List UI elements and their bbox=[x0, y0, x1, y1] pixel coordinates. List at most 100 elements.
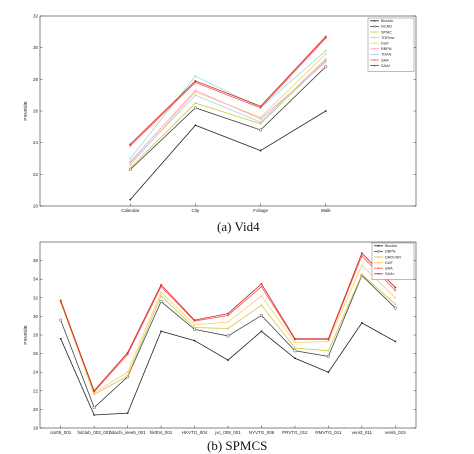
series-drdvsr-point bbox=[193, 326, 196, 329]
series-saa--point bbox=[194, 80, 197, 82]
series-saa-point bbox=[194, 81, 197, 84]
caption-spmcs-text: SPMCS bbox=[225, 438, 268, 453]
caption-spmcs: (b) SPMCS bbox=[207, 438, 267, 454]
legend-saa--marker bbox=[377, 273, 380, 275]
series-duf-point bbox=[324, 53, 327, 55]
legend-drdvsr-label: DRDVSR bbox=[385, 255, 401, 259]
y-tick-label: 26 bbox=[33, 109, 39, 114]
series-saa--point bbox=[227, 312, 229, 315]
series-duf-point bbox=[193, 323, 196, 326]
series-saa--point bbox=[394, 286, 397, 289]
caption-vid4-tag: (a) bbox=[217, 219, 232, 234]
series-saa-point bbox=[394, 289, 397, 292]
y-tick-label: 18 bbox=[33, 426, 39, 431]
x-tick-label: Foliage bbox=[253, 208, 268, 213]
x-tick-label: RMVTG_011 bbox=[315, 430, 341, 435]
series-saa--point bbox=[59, 299, 62, 302]
series-duf-point bbox=[294, 341, 296, 344]
series-duf-point bbox=[260, 295, 263, 297]
x-tick-label: Walk bbox=[321, 208, 332, 213]
series-spmc-line bbox=[129, 60, 327, 169]
series-ncan-point bbox=[193, 106, 197, 110]
series-dbpn-point bbox=[326, 354, 330, 358]
series-ncan-point bbox=[324, 65, 328, 69]
x-tick-label: City bbox=[192, 208, 200, 213]
series-saa--point bbox=[160, 283, 162, 286]
series-saa--point bbox=[294, 337, 296, 340]
series-saa-line bbox=[129, 37, 327, 147]
series-bicubic-line bbox=[129, 110, 326, 200]
series-bicubic-point bbox=[260, 330, 263, 333]
series-saa--point bbox=[260, 282, 263, 285]
legend-saa-marker bbox=[377, 267, 380, 269]
series-tdan-line bbox=[129, 58, 327, 164]
legend-saa--label: SAA+ bbox=[381, 64, 392, 68]
legend-ncan-label: NCAN bbox=[381, 25, 392, 29]
series-bicubic-point bbox=[360, 322, 363, 324]
series-dbpn-point bbox=[393, 306, 397, 310]
series-rbpn-point bbox=[194, 89, 197, 92]
series-tdan-point bbox=[324, 57, 327, 60]
x-tick-label: hitachi_isee5_001 bbox=[109, 430, 146, 435]
series-dbpn-point bbox=[226, 334, 230, 338]
y-tick-label: 22 bbox=[33, 388, 39, 393]
series-saa--point bbox=[93, 389, 96, 392]
y-tick-label: 32 bbox=[33, 295, 39, 300]
legend-tdan-marker bbox=[373, 53, 376, 56]
caption-spmcs-tag: (b) bbox=[207, 438, 223, 453]
y-tick-label: 24 bbox=[33, 370, 39, 375]
series-saa--point bbox=[126, 351, 129, 354]
series-saa-point bbox=[129, 144, 132, 147]
series-ncan-line bbox=[129, 66, 327, 170]
series-duf-point bbox=[259, 116, 262, 119]
series-bicubic-point bbox=[294, 357, 296, 360]
series-bicubic-point bbox=[59, 337, 62, 340]
legend-duf-label: DUF bbox=[381, 42, 389, 46]
series-bicubic-point bbox=[126, 412, 129, 415]
series-drdvsr-point bbox=[394, 303, 397, 306]
series-rbpn-point bbox=[259, 118, 262, 120]
series-dbpn-point bbox=[293, 349, 297, 353]
legend-spmc-marker bbox=[373, 31, 376, 33]
series-bicubic-point bbox=[129, 198, 132, 201]
legend-saa-label: SAA bbox=[385, 267, 393, 271]
legend-saa-marker bbox=[373, 59, 376, 61]
x-tick-label: PRVTG_012 bbox=[282, 430, 308, 435]
series-saa--point bbox=[360, 252, 363, 255]
series-duf-point bbox=[360, 264, 363, 267]
legend-rbpn-label: RBPN bbox=[381, 47, 392, 51]
series-spmc-point bbox=[259, 122, 262, 125]
y-tick-label: 30 bbox=[33, 45, 39, 50]
x-tick-label: car05_001 bbox=[50, 430, 72, 435]
y-tick-label: 24 bbox=[33, 140, 39, 145]
series-saa--point bbox=[324, 35, 327, 38]
y-tick-label: 26 bbox=[33, 351, 39, 356]
y-tick-label: 20 bbox=[33, 407, 39, 412]
series-dbpn-point bbox=[159, 299, 163, 304]
series-drdvsr-point bbox=[227, 327, 229, 330]
legend-toflow-label: TOFlow bbox=[381, 36, 394, 40]
plot-frame bbox=[39, 15, 417, 207]
x-tick-label: Calendar bbox=[121, 208, 140, 213]
series-ncan-point bbox=[259, 128, 263, 132]
y-tick-label: 32 bbox=[33, 14, 39, 19]
legend-bicubic-label: Bicubic bbox=[381, 19, 393, 23]
x-tick-label: HKVTG_004 bbox=[182, 430, 208, 435]
x-tick-label: veni3_011 bbox=[352, 430, 373, 435]
series-saa--point bbox=[327, 337, 330, 340]
legend-saa-label: SAA bbox=[381, 58, 389, 62]
series-dbpn-point bbox=[92, 405, 96, 410]
series-drdvsr-point bbox=[260, 304, 263, 307]
series-bicubic-point bbox=[394, 340, 397, 343]
series-toflow-line bbox=[129, 50, 327, 159]
caption-vid4-text: Vid4 bbox=[234, 219, 260, 234]
series-bicubic-point bbox=[193, 339, 196, 342]
series-bicubic-point bbox=[324, 110, 327, 112]
series-saa-point bbox=[360, 255, 363, 257]
x-tick-label: jvc_009_001 bbox=[214, 430, 241, 435]
x-tick-label: hdclub_003_001 bbox=[77, 430, 111, 435]
series-saa--point bbox=[193, 319, 196, 322]
series-duf-point bbox=[126, 371, 129, 374]
series-duf-point bbox=[327, 340, 330, 343]
chart-spmcs: 18 20 22 24 26 28 30 32 34 36 car05_001 hdclub_003_… bbox=[23, 241, 417, 435]
